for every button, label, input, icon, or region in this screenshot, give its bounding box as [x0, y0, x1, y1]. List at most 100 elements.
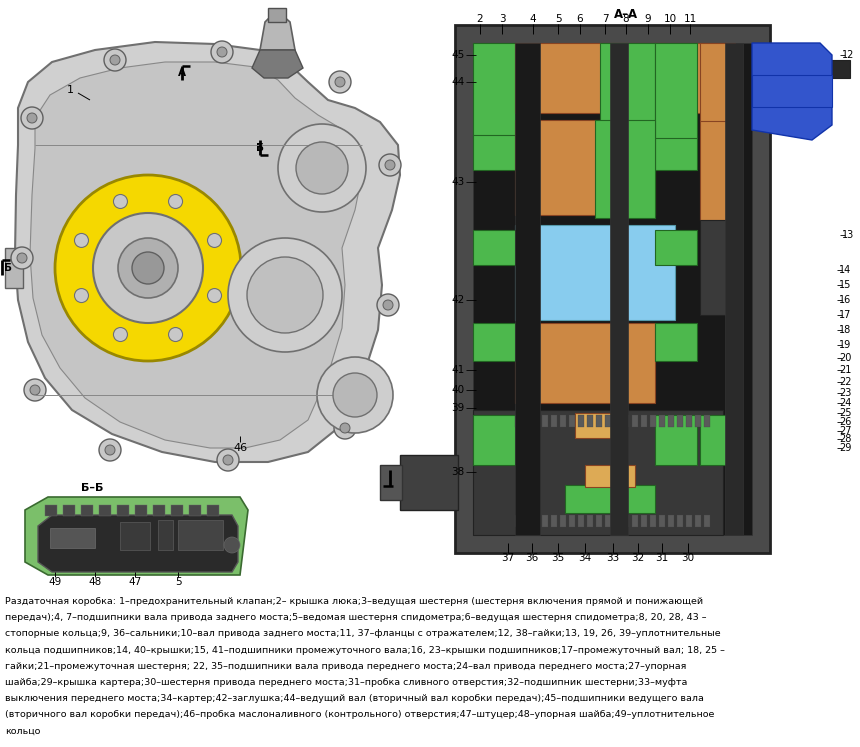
- Bar: [268, 8, 286, 22]
- Circle shape: [223, 455, 233, 465]
- Bar: [551, 415, 557, 427]
- Circle shape: [228, 238, 342, 352]
- Bar: [659, 415, 665, 427]
- Circle shape: [169, 327, 182, 341]
- Circle shape: [207, 234, 222, 247]
- Circle shape: [21, 107, 43, 129]
- Bar: [695, 415, 701, 427]
- Bar: [632, 415, 638, 427]
- Text: Б–Б: Б–Б: [81, 483, 103, 493]
- Text: передач);4, 7–подшипники вала привода заднего моста;5–ведомая шестерня спидометр: передач);4, 7–подшипники вала привода за…: [5, 613, 707, 622]
- Bar: [655, 135, 697, 170]
- Circle shape: [75, 288, 89, 303]
- Text: 19: 19: [838, 340, 851, 350]
- Text: Раздаточная коробка: 1–предохранительный клапан;2– крышка люка;3–ведущая шестерн: Раздаточная коробка: 1–предохранительный…: [5, 597, 703, 606]
- Text: А–А: А–А: [614, 7, 638, 20]
- Text: 17: 17: [838, 310, 851, 320]
- Bar: [515, 323, 655, 403]
- Bar: [641, 515, 647, 527]
- Bar: [695, 515, 701, 527]
- Circle shape: [27, 113, 37, 123]
- Bar: [575, 413, 625, 438]
- Text: 43: 43: [452, 177, 464, 187]
- Text: 32: 32: [631, 553, 645, 563]
- Bar: [700, 220, 728, 315]
- Bar: [605, 415, 611, 427]
- Text: 46: 46: [233, 443, 247, 453]
- Text: шайба;29–крышка картера;30–шестерня привода переднего моста;31–пробка сливного о: шайба;29–крышка картера;30–шестерня прив…: [5, 678, 687, 687]
- Circle shape: [379, 154, 401, 176]
- Text: (вторичного вал коробки передач);46–пробка маслоналивного (контрольного) отверст: (вторичного вал коробки передач);46–проб…: [5, 710, 715, 719]
- Text: 25: 25: [838, 408, 851, 418]
- Polygon shape: [25, 497, 248, 575]
- Bar: [135, 505, 147, 516]
- Circle shape: [217, 449, 239, 471]
- Circle shape: [30, 385, 40, 395]
- Text: 8: 8: [623, 14, 630, 24]
- Bar: [117, 505, 129, 516]
- Bar: [810, 60, 850, 78]
- Bar: [659, 515, 665, 527]
- Circle shape: [110, 55, 120, 65]
- Text: 12: 12: [842, 50, 854, 60]
- Bar: [542, 415, 548, 427]
- Circle shape: [17, 253, 27, 263]
- Bar: [668, 515, 674, 527]
- Text: 38: 38: [452, 467, 464, 477]
- Text: 5: 5: [555, 14, 562, 24]
- Bar: [178, 520, 223, 550]
- Circle shape: [169, 194, 182, 208]
- Bar: [515, 43, 665, 113]
- Circle shape: [333, 373, 377, 417]
- Text: 40: 40: [452, 385, 464, 395]
- Text: 33: 33: [606, 553, 619, 563]
- Bar: [605, 515, 611, 527]
- Bar: [677, 415, 683, 427]
- Text: гайки;21–промежуточная шестерня; 22, 35–подшипники вала привода переднего моста;: гайки;21–промежуточная шестерня; 22, 35–…: [5, 662, 686, 671]
- Bar: [551, 515, 557, 527]
- Bar: [565, 485, 655, 513]
- Text: А: А: [386, 473, 394, 483]
- Bar: [533, 515, 539, 527]
- Bar: [686, 415, 692, 427]
- Text: 42: 42: [452, 295, 464, 305]
- Circle shape: [24, 379, 46, 401]
- Circle shape: [75, 234, 89, 247]
- Text: 11: 11: [684, 14, 697, 24]
- Bar: [533, 415, 539, 427]
- Circle shape: [340, 423, 350, 433]
- Bar: [596, 415, 602, 427]
- Circle shape: [217, 47, 227, 57]
- Bar: [752, 75, 832, 107]
- Bar: [569, 415, 575, 427]
- Bar: [560, 515, 566, 527]
- Bar: [578, 515, 584, 527]
- Circle shape: [278, 124, 366, 212]
- Bar: [587, 515, 593, 527]
- Bar: [641, 415, 647, 427]
- Bar: [50, 528, 95, 548]
- Circle shape: [329, 71, 351, 93]
- Circle shape: [383, 300, 393, 310]
- Bar: [650, 415, 656, 427]
- Bar: [585, 465, 635, 487]
- Circle shape: [207, 288, 222, 303]
- Text: 48: 48: [89, 577, 101, 587]
- Text: 41: 41: [452, 365, 464, 375]
- Bar: [704, 515, 710, 527]
- Bar: [189, 505, 201, 516]
- Text: кольцо: кольцо: [5, 727, 40, 736]
- Text: 21: 21: [838, 365, 851, 375]
- Bar: [596, 515, 602, 527]
- Bar: [63, 505, 75, 516]
- Text: 22: 22: [838, 377, 851, 387]
- Text: 16: 16: [838, 295, 851, 305]
- Text: 5: 5: [175, 577, 181, 587]
- Bar: [650, 515, 656, 527]
- Bar: [473, 415, 515, 465]
- Bar: [700, 43, 728, 121]
- Circle shape: [296, 142, 348, 194]
- Circle shape: [11, 247, 33, 269]
- Bar: [569, 515, 575, 527]
- Circle shape: [317, 357, 393, 433]
